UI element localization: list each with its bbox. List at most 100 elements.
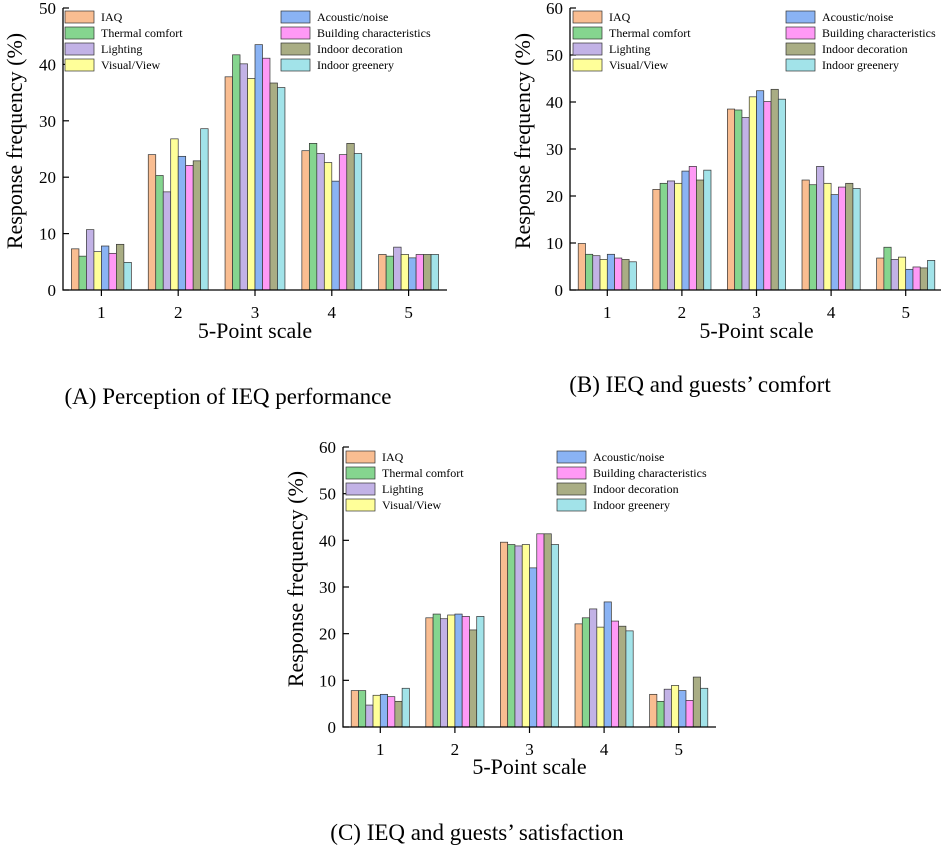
bar-acoustic-noise-5 [905,268,914,291]
y-axis-title: Response frequency (%) [510,33,535,249]
bar-building-characteristics-1 [614,257,623,291]
bar-lighting-4 [816,166,825,291]
bar-indoor-greenery-2 [476,616,485,728]
bar-thermal-comfort-4 [581,617,590,728]
legend-label: Visual/View [382,498,442,512]
legend-label: Indoor greenery [593,498,670,512]
y-tick-label: 50 [319,485,336,504]
y-tick-label: 20 [546,187,563,206]
bar-visual-view-4 [323,162,333,291]
x-tick-label: 2 [174,303,183,322]
y-tick-label: 20 [319,625,336,644]
legend-label: IAQ [609,10,631,24]
bar-iaq-3 [500,541,509,728]
y-tick-label: 30 [39,112,56,131]
legend-swatch [64,58,95,72]
legend-label: Acoustic/noise [317,10,388,24]
bar-indoor-greenery-2 [200,128,209,291]
bar-acoustic-noise-4 [603,601,612,728]
y-axis-title: Response frequency (%) [2,33,27,249]
y-tick-label: 10 [39,225,56,244]
legend-label: Indoor greenery [822,58,899,72]
x-tick-label: 5 [674,740,683,759]
y-tick-label: 60 [319,438,336,457]
bar-indoor-decoration-5 [692,676,701,728]
y-tick-label: 0 [555,281,564,300]
legend-swatch [572,26,603,40]
bar-building-characteristics-4 [338,154,348,291]
legend-label: Indoor decoration [317,42,403,56]
bar-iaq-2 [652,189,661,291]
legend-swatch [280,10,311,24]
bar-iaq-3 [224,76,233,291]
legend-swatch [64,42,95,56]
legend-label: Building characteristics [317,26,431,40]
bar-building-characteristics-4 [838,186,846,291]
bar-indoor-decoration-1 [621,259,630,291]
bar-visual-view-4 [823,182,832,291]
bar-building-characteristics-3 [536,533,545,728]
y-tick-label: 50 [546,46,563,65]
bar-thermal-comfort-4 [308,143,318,291]
bar-indoor-greenery-3 [777,98,786,291]
bar-visual-view-3 [521,544,530,728]
bar-acoustic-noise-1 [606,253,615,291]
bar-indoor-decoration-2 [469,629,478,728]
bar-indoor-greenery-1 [401,687,410,728]
bar-thermal-comfort-2 [155,175,164,291]
legend-swatch [280,58,311,72]
bar-building-characteristics-2 [688,166,697,291]
bar-iaq-1 [577,243,586,291]
legend-swatch [785,26,816,40]
bar-thermal-comfort-5 [883,246,892,291]
legend-label: Lighting [101,42,142,56]
x-axis-title: 5-Point scale [198,318,312,343]
bar-indoor-decoration-4 [845,182,854,291]
bar-thermal-comfort-2 [432,613,441,728]
bar-thermal-comfort-1 [78,255,87,291]
legend-label: IAQ [382,450,404,464]
bar-lighting-3 [239,63,248,291]
legend-label: Building characteristics [593,466,707,480]
bar-indoor-decoration-5 [919,267,928,291]
bar-visual-view-3 [748,96,757,291]
bar-iaq-5 [378,254,387,291]
x-tick-label: 5 [404,303,413,322]
legend-swatch [280,26,311,40]
bar-iaq-5 [876,257,885,291]
legend-label: Indoor decoration [822,42,908,56]
panel-b-chart: 0 10 20 30 40 50 60 1 2 3 4 5 Response frequency (%)… [510,0,941,397]
bar-indoor-decoration-2 [192,160,202,291]
bar-indoor-greenery-4 [353,153,363,291]
bar-indoor-decoration-3 [269,82,278,291]
bar-visual-view-4 [596,626,605,728]
bar-lighting-5 [890,259,899,291]
bar-lighting-3 [514,545,523,728]
y-tick-label: 50 [39,0,56,18]
bar-iaq-1 [71,248,80,291]
bar-indoor-decoration-2 [696,179,705,291]
x-tick-label: 2 [678,303,687,322]
bar-acoustic-noise-4 [331,180,340,291]
bar-indoor-decoration-4 [346,143,355,291]
bar-acoustic-noise-5 [408,257,417,291]
y-tick-label: 20 [39,168,56,187]
bar-thermal-comfort-3 [507,544,516,728]
x-tick-label: 1 [376,740,385,759]
legend-swatch [345,450,376,464]
bar-building-characteristics-5 [912,266,921,291]
bar-visual-view-2 [447,614,456,728]
bar-visual-view-3 [247,78,256,291]
legend-label: Building characteristics [822,26,936,40]
bar-indoor-greenery-5 [430,254,439,291]
x-tick-label: 3 [752,303,761,322]
bar-visual-view-1 [599,259,608,291]
bar-iaq-4 [801,179,810,291]
bar-building-characteristics-1 [108,252,117,291]
legend-swatch [556,498,587,512]
bar-indoor-decoration-1 [116,243,125,291]
bar-visual-view-2 [170,138,179,291]
bar-indoor-greenery-2 [703,169,712,291]
bar-lighting-3 [741,117,750,291]
legend-swatch [785,42,816,56]
